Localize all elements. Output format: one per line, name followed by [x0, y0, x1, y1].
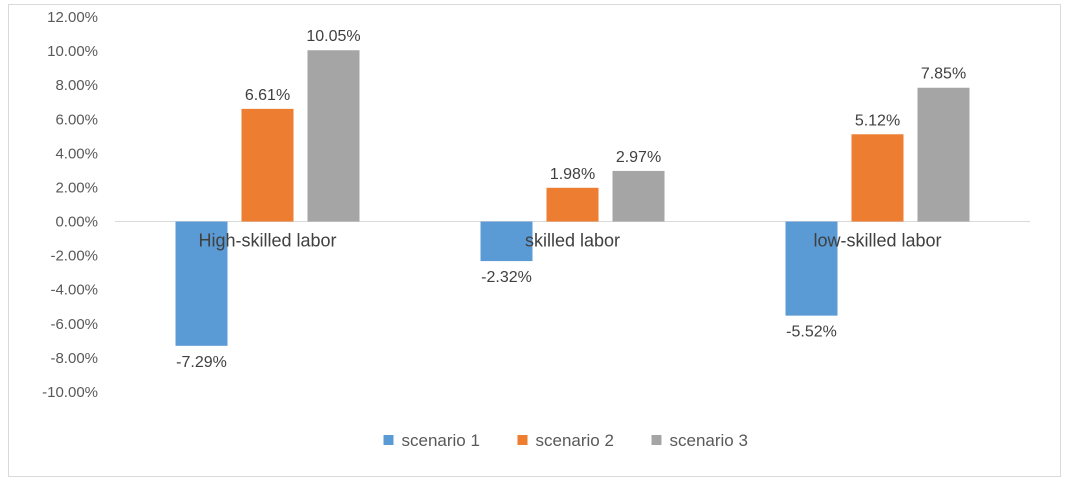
- y-tick-label: 4.00%: [55, 145, 98, 162]
- y-tick-label: -6.00%: [50, 316, 98, 333]
- data-label: 7.85%: [921, 66, 966, 83]
- bar-scenario-2: [546, 187, 599, 222]
- legend-label: scenario 3: [670, 431, 748, 450]
- legend-swatch: [383, 435, 394, 445]
- data-label: 10.05%: [306, 28, 360, 45]
- legend-label: scenario 2: [536, 431, 614, 450]
- legend-swatch: [517, 435, 528, 445]
- bar-scenario-3: [612, 170, 665, 222]
- bar-scenario-2: [851, 134, 904, 222]
- legend-label: scenario 1: [402, 431, 480, 450]
- y-tick-label: 12.00%: [47, 9, 98, 26]
- category-label: low-skilled labor: [813, 231, 941, 251]
- category-label: skilled labor: [525, 231, 620, 251]
- bar-scenario-1: [175, 221, 228, 346]
- bar-scenario-1: [785, 221, 838, 316]
- category-label: High-skilled labor: [198, 231, 336, 251]
- y-tick-label: 8.00%: [55, 77, 98, 94]
- bar-scenario-3: [307, 50, 360, 222]
- bar-scenario-3: [917, 87, 970, 222]
- legend-swatch: [651, 435, 662, 445]
- y-tick-label: 10.00%: [47, 43, 98, 60]
- y-tick-label: 2.00%: [55, 179, 98, 196]
- data-label: 2.97%: [616, 149, 661, 166]
- bar-scenario-1: [480, 221, 533, 262]
- data-label: 6.61%: [245, 87, 290, 104]
- y-tick-label: -10.00%: [42, 384, 98, 401]
- data-label: -7.29%: [176, 354, 227, 371]
- data-label: -5.52%: [786, 324, 837, 341]
- data-label: -2.32%: [481, 269, 532, 286]
- bar-scenario-2: [241, 108, 294, 222]
- y-tick-label: 6.00%: [55, 111, 98, 128]
- y-tick-label: 0.00%: [55, 214, 98, 231]
- y-tick-label: -8.00%: [50, 350, 98, 367]
- y-tick-label: -4.00%: [50, 282, 98, 299]
- y-tick-label: -2.00%: [50, 248, 98, 265]
- data-label: 1.98%: [550, 166, 595, 183]
- data-label: 5.12%: [855, 112, 900, 129]
